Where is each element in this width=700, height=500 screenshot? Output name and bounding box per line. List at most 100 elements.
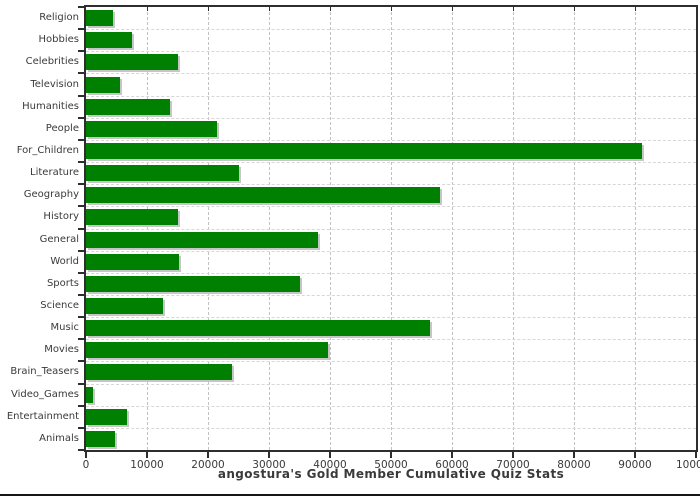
bar-religion: [86, 10, 113, 27]
horizontal-gridline: [86, 162, 696, 164]
chart-title: angostura's Gold Member Cumulative Quiz …: [217, 467, 565, 481]
x-axis-tick-label: 60000: [435, 459, 469, 471]
x-axis-tick: [85, 452, 87, 458]
bar-music: [86, 320, 431, 337]
top-axis-tick: [391, 7, 392, 11]
y-axis-category-label: World: [50, 255, 79, 267]
top-axis-tick: [330, 7, 331, 11]
y-axis-category-label: Movies: [44, 344, 79, 356]
bar-world: [86, 253, 179, 270]
top-axis-tick: [269, 7, 270, 11]
x-axis-tick-label: 50000: [374, 459, 408, 471]
y-axis-category-label: Animals: [39, 432, 79, 444]
horizontal-gridline: [86, 339, 696, 341]
bar-hobbies: [86, 32, 133, 49]
x-axis-tick: [451, 452, 453, 458]
horizontal-gridline: [86, 361, 696, 363]
horizontal-gridline: [86, 117, 696, 119]
y-axis-category-label: For_Children: [16, 144, 79, 156]
y-axis-category-label: Music: [50, 322, 79, 334]
top-axis-tick: [574, 7, 575, 11]
y-axis-tick: [78, 426, 86, 429]
horizontal-gridline: [86, 206, 696, 208]
x-axis-tick-label: 0: [82, 459, 90, 471]
plot-area: [84, 5, 698, 452]
top-axis-tick: [513, 7, 514, 11]
top-axis-tick: [208, 7, 209, 11]
y-axis-category-label: Science: [40, 300, 79, 312]
bar-brain_teasers: [86, 364, 233, 381]
y-axis-category-label: Brain_Teasers: [10, 366, 79, 378]
x-axis-tick: [634, 452, 636, 458]
y-axis-category-label: Geography: [23, 189, 79, 201]
y-axis-category-label: History: [43, 211, 79, 223]
y-axis-tick: [78, 382, 86, 385]
y-axis-tick: [78, 116, 86, 119]
horizontal-gridline: [86, 29, 696, 31]
x-axis-tick: [695, 452, 697, 458]
y-axis-tick: [78, 227, 86, 230]
y-axis-category-label: Humanities: [22, 100, 79, 112]
x-axis-tick-label: 10000: [130, 459, 164, 471]
x-axis-tick-label: 80000: [557, 459, 591, 471]
horizontal-gridline: [86, 139, 696, 141]
horizontal-gridline: [86, 51, 696, 53]
horizontal-gridline: [86, 405, 696, 407]
y-axis-category-label: Video_Games: [11, 388, 79, 400]
horizontal-gridline: [86, 95, 696, 97]
y-axis-tick: [78, 316, 86, 319]
x-axis-tick-label: 100000: [675, 459, 700, 471]
y-axis-tick: [78, 6, 86, 8]
x-axis-tick: [390, 452, 392, 458]
bar-television: [86, 76, 121, 93]
bar-humanities: [86, 98, 171, 115]
x-axis-tick: [573, 452, 575, 458]
x-axis-tick: [207, 452, 209, 458]
horizontal-gridline: [86, 250, 696, 252]
bar-animals: [86, 430, 115, 447]
y-axis-category-label: Religion: [39, 12, 79, 24]
y-axis-tick: [78, 50, 86, 53]
x-axis-tick-label: 40000: [313, 459, 347, 471]
bar-sports: [86, 275, 300, 292]
horizontal-gridline: [86, 317, 696, 319]
horizontal-gridline: [86, 184, 696, 186]
horizontal-gridline: [86, 294, 696, 296]
bar-entertainment: [86, 408, 128, 425]
y-axis-tick: [78, 271, 86, 274]
bottom-divider: [0, 494, 700, 496]
bar-general: [86, 231, 318, 248]
y-axis-category-label: Celebrities: [25, 56, 79, 68]
y-axis-category-label: Hobbies: [38, 34, 79, 46]
y-axis-tick: [78, 249, 86, 252]
bar-celebrities: [86, 54, 178, 71]
y-axis-category-label: General: [39, 233, 79, 245]
y-axis-tick: [78, 138, 86, 141]
y-axis-category-label: Television: [30, 78, 79, 90]
top-axis-tick: [635, 7, 636, 11]
y-axis-tick: [78, 161, 86, 164]
top-axis-tick: [147, 7, 148, 11]
y-axis-tick: [78, 28, 86, 31]
horizontal-gridline: [86, 272, 696, 274]
y-axis-tick: [78, 338, 86, 341]
x-axis-tick: [146, 452, 148, 458]
bar-people: [86, 120, 217, 137]
y-axis-tick: [78, 94, 86, 97]
bar-video_games: [86, 386, 93, 403]
horizontal-gridline: [86, 427, 696, 429]
horizontal-gridline: [86, 73, 696, 75]
bar-for_children: [86, 142, 643, 159]
x-axis-tick-label: 30000: [252, 459, 286, 471]
bar-literature: [86, 165, 239, 182]
x-axis-tick: [268, 452, 270, 458]
y-axis-tick: [78, 360, 86, 363]
x-axis-tick-label: 90000: [618, 459, 652, 471]
y-axis-tick: [78, 205, 86, 208]
top-axis-tick: [452, 7, 453, 11]
y-axis-tick: [78, 72, 86, 75]
y-axis-tick: [78, 404, 86, 407]
x-axis-tick: [329, 452, 331, 458]
bar-science: [86, 298, 163, 315]
